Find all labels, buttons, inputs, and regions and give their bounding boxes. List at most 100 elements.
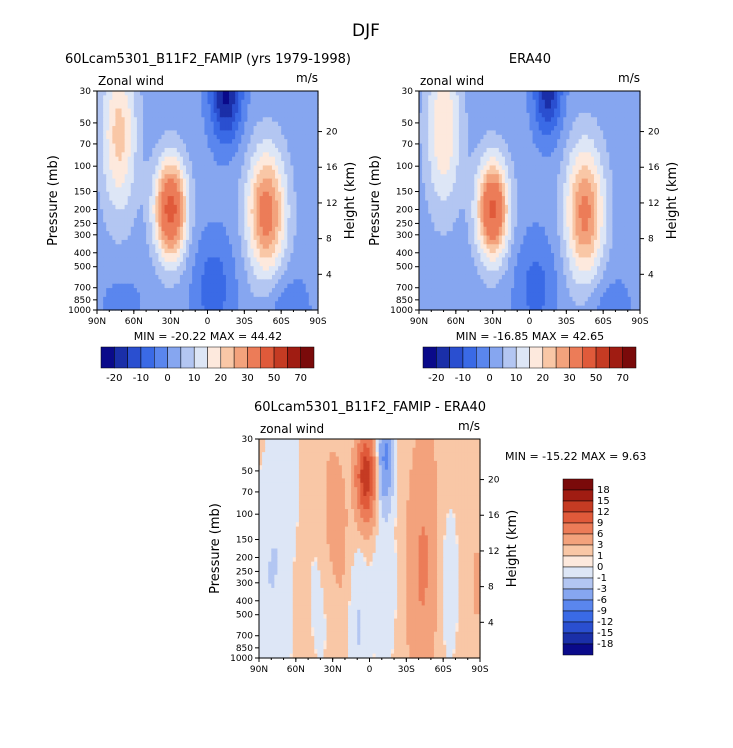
field-cell <box>204 226 209 232</box>
field-cell <box>275 130 279 136</box>
field-cell <box>201 235 206 241</box>
field-cell <box>305 187 310 193</box>
field-cell <box>268 222 273 228</box>
field-cell <box>302 182 307 188</box>
field-cell <box>173 283 178 289</box>
field-cell <box>247 283 252 289</box>
field-cell <box>207 126 212 132</box>
field-cell <box>630 104 635 110</box>
field-cell <box>446 126 451 132</box>
field-cell <box>501 126 506 132</box>
field-cell <box>544 161 549 167</box>
field-cell <box>259 182 264 188</box>
field-cell <box>575 152 580 158</box>
field-cell <box>247 301 252 307</box>
field-cell <box>449 156 454 162</box>
field-cell <box>189 283 193 289</box>
field-cell <box>136 253 141 259</box>
field-cell <box>618 156 623 162</box>
field-cell <box>158 231 163 237</box>
field-cell <box>219 139 224 145</box>
field-cell <box>281 222 285 228</box>
field-cell <box>262 200 267 206</box>
field-cell <box>106 191 110 197</box>
field-cell <box>293 270 298 276</box>
field-cell <box>514 117 518 123</box>
field-cell <box>164 274 169 280</box>
field-cell <box>489 112 494 118</box>
field-cell <box>189 239 193 245</box>
field-cell <box>219 257 224 263</box>
field-cell <box>198 231 202 237</box>
field-cell <box>547 99 552 105</box>
field-cell <box>465 117 469 123</box>
field-cell <box>232 283 236 289</box>
field-cell <box>560 112 564 118</box>
field-cell <box>143 253 147 259</box>
field-cell <box>578 104 583 110</box>
field-cell <box>287 231 291 237</box>
field-cell <box>575 165 580 171</box>
field-cell <box>106 274 110 280</box>
field-cell <box>106 178 110 184</box>
field-cell <box>241 152 245 158</box>
field-cell <box>112 143 117 149</box>
field-cell <box>302 239 307 245</box>
field-cell <box>281 130 285 136</box>
field-cell <box>179 126 184 132</box>
field-cell <box>244 222 248 228</box>
field-cell <box>584 95 589 101</box>
field-cell <box>572 130 577 136</box>
field-cell <box>259 134 264 140</box>
field-cell <box>284 235 288 241</box>
field-cell <box>633 104 638 110</box>
field-cell <box>259 288 264 294</box>
field-cell <box>452 156 457 162</box>
field-cell <box>143 126 147 132</box>
field-cell <box>265 112 270 118</box>
field-cell <box>219 134 224 140</box>
field-cell <box>636 91 641 96</box>
field-cell <box>308 143 313 149</box>
field-cell <box>314 112 319 118</box>
field-cell <box>554 112 558 118</box>
field-cell <box>305 182 310 188</box>
field-cell <box>238 196 242 202</box>
field-cell <box>235 91 239 96</box>
field-cell <box>152 257 156 263</box>
field-cell <box>192 266 196 272</box>
field-cell <box>566 147 570 153</box>
field-cell <box>238 178 242 184</box>
field-cell <box>259 91 264 96</box>
field-cell <box>219 108 224 114</box>
field-cell <box>256 196 261 202</box>
field-cell <box>124 244 129 250</box>
field-cell <box>461 112 466 118</box>
field-cell <box>161 239 166 245</box>
field-cell <box>477 104 481 110</box>
field-cell <box>213 134 218 140</box>
field-cell <box>106 108 110 114</box>
field-cell <box>590 130 595 136</box>
field-cell <box>109 95 113 101</box>
field-cell <box>152 239 156 245</box>
field-cell <box>305 213 310 219</box>
field-cell <box>189 130 193 136</box>
field-cell <box>170 182 175 188</box>
field-cell <box>550 104 555 110</box>
field-cell <box>167 161 172 167</box>
field-cell <box>136 99 141 105</box>
field-cell <box>173 292 178 298</box>
field-cell <box>308 301 313 307</box>
field-cell <box>115 222 120 228</box>
field-cell <box>468 139 472 145</box>
field-cell <box>207 226 212 232</box>
field-cell <box>118 143 123 149</box>
field-cell <box>630 130 635 136</box>
field-cell <box>624 121 629 127</box>
field-cell <box>541 161 546 167</box>
field-cell <box>265 152 270 158</box>
field-cell <box>578 91 583 96</box>
field-cell <box>501 147 506 153</box>
field-cell <box>584 152 589 158</box>
